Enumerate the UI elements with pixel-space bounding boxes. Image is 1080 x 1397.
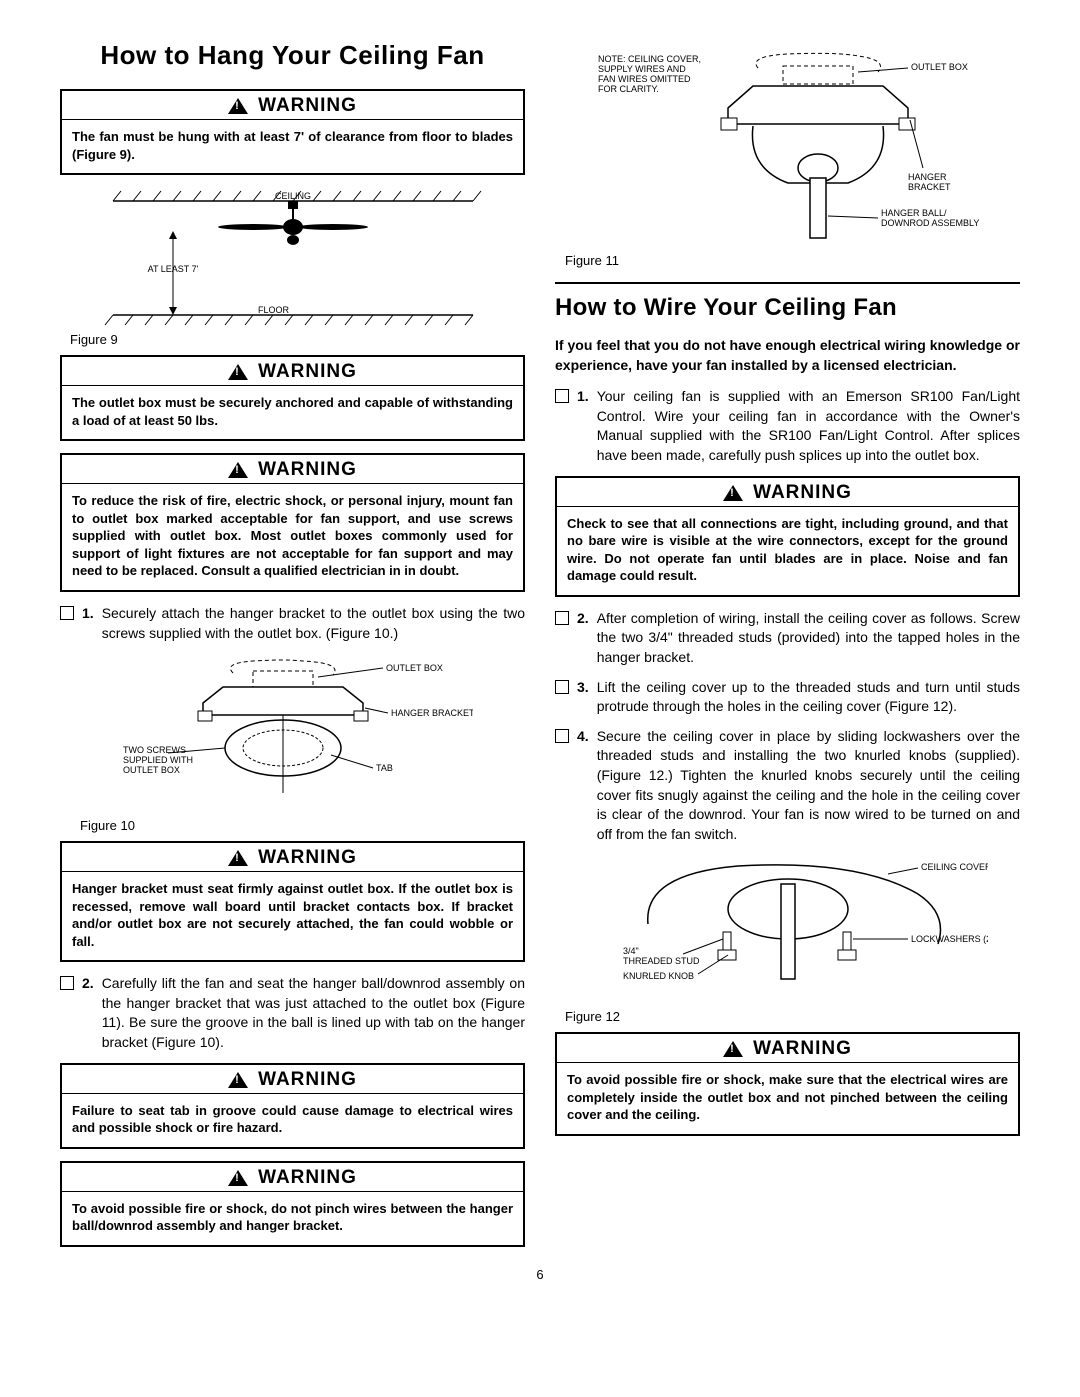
hang-title: How to Hang Your Ceiling Fan bbox=[60, 40, 525, 71]
warning-icon bbox=[228, 98, 248, 114]
warning-box: WARNING Hanger bracket must seat firmly … bbox=[60, 841, 525, 962]
fig10-screws: TWO SCREWSSUPPLIED WITHOUTLET BOX bbox=[123, 745, 193, 775]
fig11-ball: HANGER BALL/DOWNROD ASSEMBLY bbox=[881, 208, 979, 228]
figure-12: CEILING COVER LOCKWASHERS (2) 3/4"THREAD… bbox=[555, 854, 1020, 1024]
fig10-bracket: HANGER BRACKET bbox=[391, 708, 473, 718]
warning-text: The fan must be hung with at least 7' of… bbox=[62, 119, 523, 173]
fig12-knob: KNURLED KNOB bbox=[623, 971, 694, 981]
warning-text: To avoid possible fire or shock, make su… bbox=[557, 1062, 1018, 1134]
fig11-outletbox: OUTLET BOX bbox=[911, 62, 968, 72]
warning-label: WARNING bbox=[258, 1167, 357, 1189]
wire-step-1: 1. Your ceiling fan is supplied with an … bbox=[555, 387, 1020, 465]
warning-text: Hanger bracket must seat firmly against … bbox=[62, 871, 523, 960]
fig10-tab: TAB bbox=[376, 763, 393, 773]
warning-box: WARNING The outlet box must be securely … bbox=[60, 355, 525, 441]
warning-box: WARNING The fan must be hung with at lea… bbox=[60, 89, 525, 175]
left-column: How to Hang Your Ceiling Fan WARNING The… bbox=[60, 40, 525, 1259]
step-number: 4. bbox=[577, 727, 589, 845]
warning-icon bbox=[723, 1041, 743, 1057]
warning-box: WARNING To reduce the risk of fire, elec… bbox=[60, 453, 525, 592]
step-number: 2. bbox=[82, 974, 94, 1052]
fig9-floor-label: FLOOR bbox=[258, 305, 290, 315]
step-text: Carefully lift the fan and seat the hang… bbox=[102, 974, 525, 1052]
step-text: Lift the ceiling cover up to the threade… bbox=[597, 678, 1020, 717]
step-text: Securely attach the hanger bracket to th… bbox=[102, 604, 525, 643]
figure-9-label: Figure 9 bbox=[70, 332, 525, 347]
fig9-ceiling-label: CEILING bbox=[274, 191, 310, 201]
warning-icon bbox=[228, 462, 248, 478]
wire-step-3: 3. Lift the ceiling cover up to the thre… bbox=[555, 678, 1020, 717]
fig11-bracket: HANGERBRACKET bbox=[908, 172, 951, 192]
figure-11-label: Figure 11 bbox=[565, 253, 1020, 268]
checkbox-icon bbox=[555, 729, 569, 743]
right-column: NOTE: CEILING COVER,SUPPLY WIRES ANDFAN … bbox=[555, 40, 1020, 1259]
warning-icon bbox=[228, 364, 248, 380]
figure-11: NOTE: CEILING COVER,SUPPLY WIRES ANDFAN … bbox=[555, 48, 1020, 268]
wire-title: How to Wire Your Ceiling Fan bbox=[555, 294, 1020, 322]
step-text: After completion of wiring, install the … bbox=[597, 609, 1020, 668]
warning-box: WARNING Check to see that all connection… bbox=[555, 476, 1020, 597]
wire-intro: If you feel that you do not have enough … bbox=[555, 336, 1020, 375]
checkbox-icon bbox=[60, 976, 74, 990]
figure-10-label: Figure 10 bbox=[80, 818, 525, 833]
warning-text: Failure to seat tab in groove could caus… bbox=[62, 1093, 523, 1147]
step-number: 1. bbox=[577, 387, 589, 465]
warning-label: WARNING bbox=[258, 95, 357, 117]
step-text: Your ceiling fan is supplied with an Eme… bbox=[597, 387, 1020, 465]
fig12-lockwashers: LOCKWASHERS (2) bbox=[911, 934, 988, 944]
warning-text: Check to see that all connections are ti… bbox=[557, 506, 1018, 595]
warning-text: The outlet box must be securely anchored… bbox=[62, 385, 523, 439]
figure-10: OUTLET BOX HANGER BRACKET TAB TWO SCREWS… bbox=[60, 653, 525, 833]
warning-text: To reduce the risk of fire, electric sho… bbox=[62, 483, 523, 590]
warning-icon bbox=[723, 485, 743, 501]
wire-step-2: 2. After completion of wiring, install t… bbox=[555, 609, 1020, 668]
fig11-note: NOTE: CEILING COVER,SUPPLY WIRES ANDFAN … bbox=[598, 54, 701, 94]
warning-icon bbox=[228, 1072, 248, 1088]
fig12-stud: 3/4"THREADED STUD bbox=[623, 946, 700, 966]
page-number: 6 bbox=[60, 1267, 1020, 1282]
warning-label: WARNING bbox=[258, 459, 357, 481]
checkbox-icon bbox=[555, 611, 569, 625]
checkbox-icon bbox=[555, 389, 569, 403]
fig10-outletbox: OUTLET BOX bbox=[386, 663, 443, 673]
step-1: 1. Securely attach the hanger bracket to… bbox=[60, 604, 525, 643]
figure-9: CEILING FLOOR AT LEAST 7' bbox=[60, 187, 525, 347]
warning-icon bbox=[228, 1170, 248, 1186]
warning-text: To avoid possible fire or shock, do not … bbox=[62, 1191, 523, 1245]
figure-12-label: Figure 12 bbox=[565, 1009, 1020, 1024]
warning-box: WARNING Failure to seat tab in groove co… bbox=[60, 1063, 525, 1149]
step-2: 2. Carefully lift the fan and seat the h… bbox=[60, 974, 525, 1052]
fig9-clearance: AT LEAST 7' bbox=[147, 264, 198, 274]
warning-box: WARNING To avoid possible fire or shock,… bbox=[555, 1032, 1020, 1136]
checkbox-icon bbox=[60, 606, 74, 620]
warning-box: WARNING To avoid possible fire or shock,… bbox=[60, 1161, 525, 1247]
step-number: 3. bbox=[577, 678, 589, 717]
section-divider bbox=[555, 282, 1020, 284]
step-number: 1. bbox=[82, 604, 94, 643]
warning-label: WARNING bbox=[258, 847, 357, 869]
fig12-cover: CEILING COVER bbox=[921, 862, 988, 872]
warning-label: WARNING bbox=[753, 1038, 852, 1060]
step-number: 2. bbox=[577, 609, 589, 668]
warning-label: WARNING bbox=[258, 1069, 357, 1091]
step-text: Secure the ceiling cover in place by sli… bbox=[597, 727, 1020, 845]
wire-step-4: 4. Secure the ceiling cover in place by … bbox=[555, 727, 1020, 845]
warning-label: WARNING bbox=[753, 482, 852, 504]
checkbox-icon bbox=[555, 680, 569, 694]
warning-icon bbox=[228, 850, 248, 866]
warning-label: WARNING bbox=[258, 361, 357, 383]
